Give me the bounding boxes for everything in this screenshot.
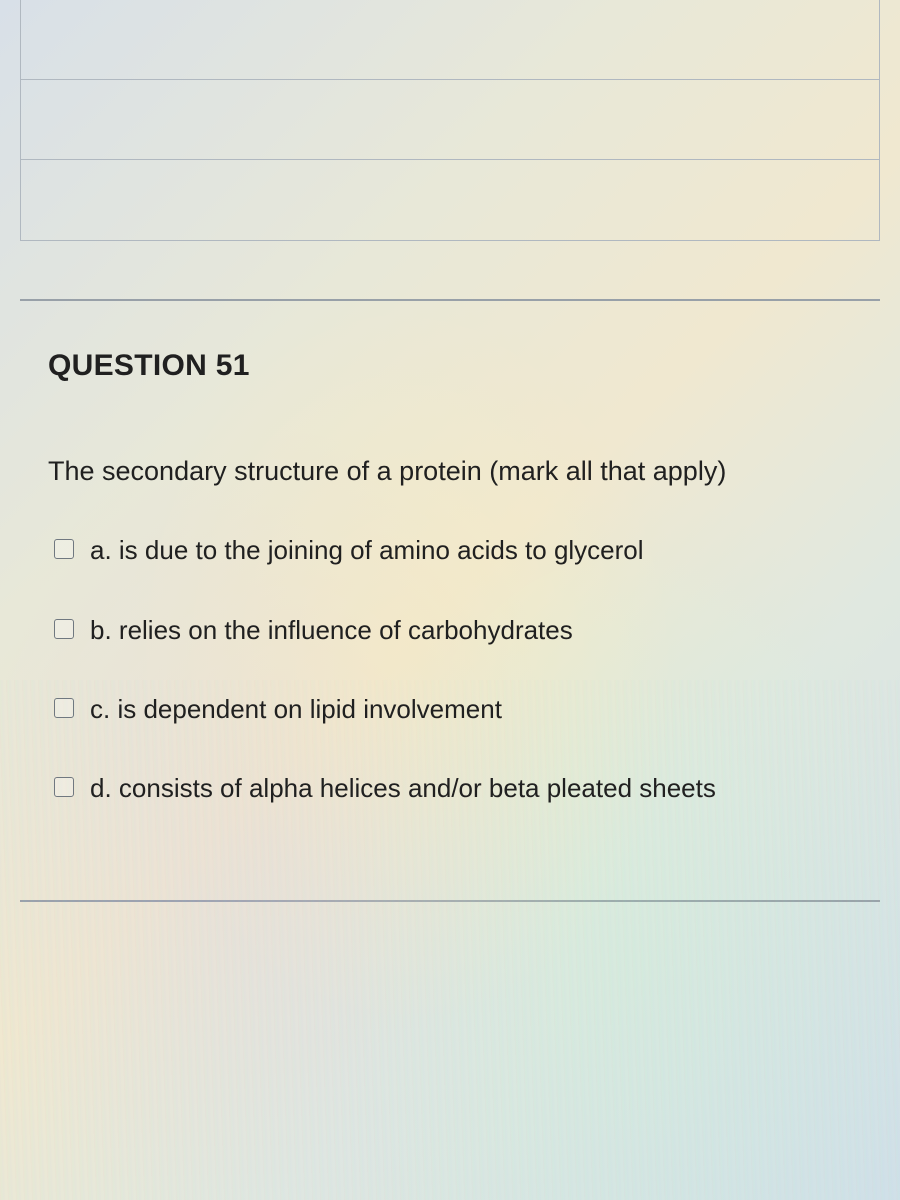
checkbox-d[interactable] <box>54 777 74 797</box>
checkbox-a[interactable] <box>54 539 74 559</box>
option-row-b: b. relies on the influence of carbohydra… <box>54 613 852 648</box>
question-prompt: The secondary structure of a protein (ma… <box>48 453 852 489</box>
checkbox-c[interactable] <box>54 698 74 718</box>
bottom-divider <box>20 900 880 1000</box>
option-label-d: d. consists of alpha helices and/or beta… <box>90 771 716 806</box>
question-title: QUESTION 51 <box>48 349 852 383</box>
blank-row <box>21 80 879 160</box>
previous-question-box <box>20 0 880 241</box>
option-row-c: c. is dependent on lipid involvement <box>54 692 852 727</box>
blank-row <box>21 0 879 80</box>
option-label-c: c. is dependent on lipid involvement <box>90 692 502 727</box>
option-label-b: b. relies on the influence of carbohydra… <box>90 613 573 648</box>
checkbox-b[interactable] <box>54 619 74 639</box>
option-row-d: d. consists of alpha helices and/or beta… <box>54 771 852 806</box>
option-label-a: a. is due to the joining of amino acids … <box>90 533 644 568</box>
option-row-a: a. is due to the joining of amino acids … <box>54 533 852 568</box>
section-divider <box>20 241 880 301</box>
question-card: QUESTION 51 The secondary structure of a… <box>20 301 880 890</box>
blank-row <box>21 160 879 240</box>
options-list: a. is due to the joining of amino acids … <box>48 533 852 805</box>
